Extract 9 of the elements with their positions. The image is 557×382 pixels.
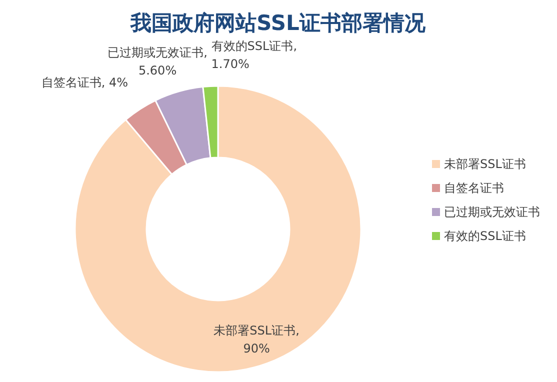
chart-title: 我国政府网站SSL证书部署情况 — [130, 11, 426, 35]
legend-label: 自签名证书 — [444, 181, 504, 195]
legend-label: 有效的SSL证书 — [444, 229, 526, 243]
legend-label: 未部署SSL证书 — [444, 157, 526, 171]
legend-label: 已过期或无效证书 — [444, 205, 540, 219]
data-label: 有效的SSL证书, 1.70% — [211, 39, 298, 72]
data-label: 未部署SSL证书, 90% — [214, 323, 300, 356]
data-label: 已过期或无效证书, 5.60% — [108, 45, 208, 78]
data-label: 自签名证书, 4% — [41, 76, 128, 90]
